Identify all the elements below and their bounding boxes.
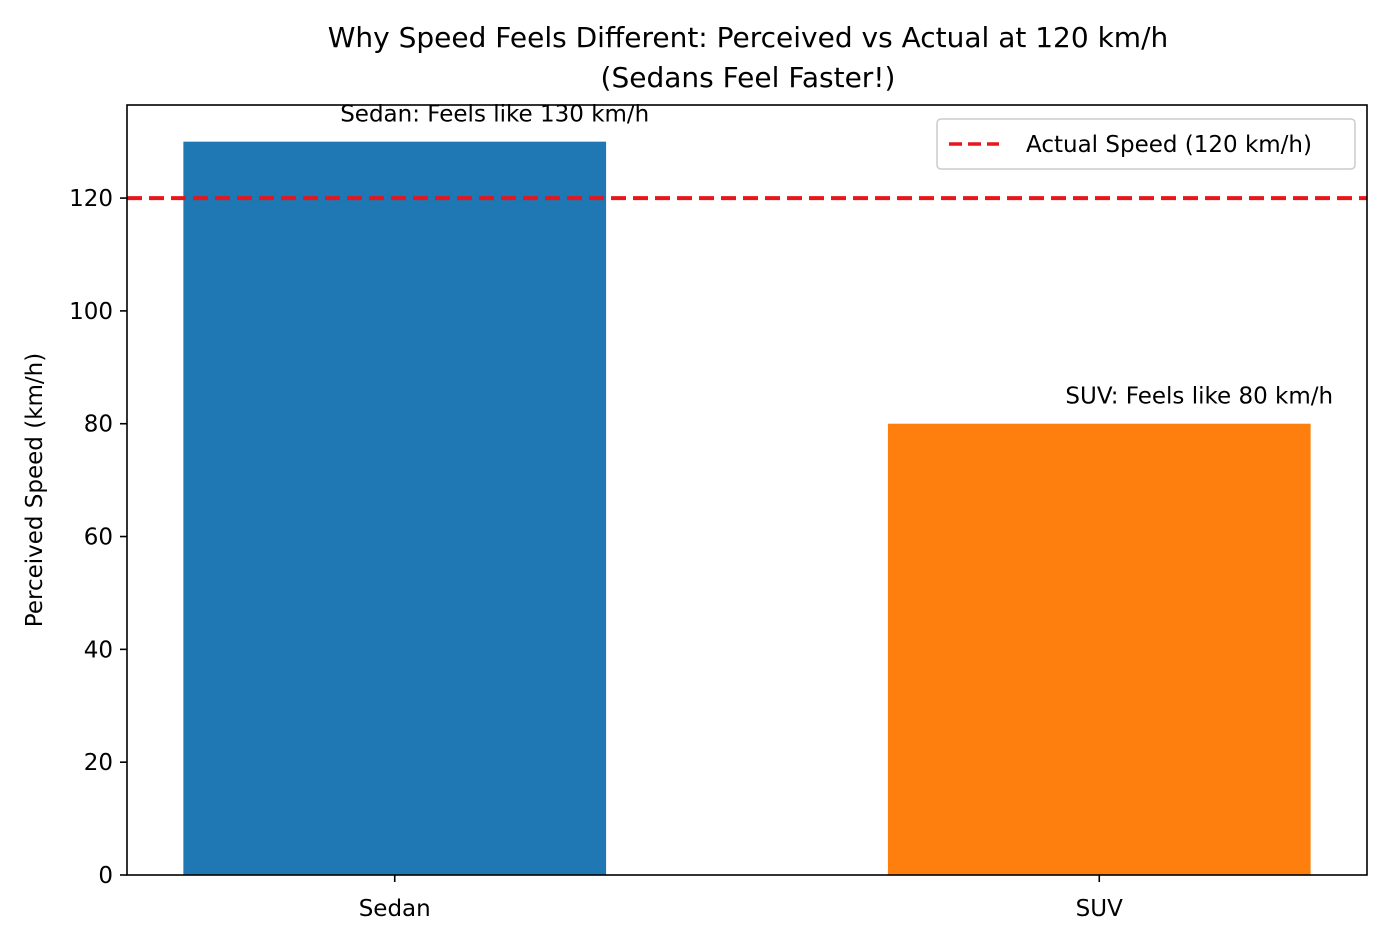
y-axis: 0 20 40 60 80 100 120 xyxy=(69,186,127,889)
bar-suv xyxy=(887,423,1311,875)
x-axis: Sedan SUV xyxy=(359,875,1123,922)
legend: Actual Speed (120 km/h) xyxy=(936,118,1356,170)
bar-sedan xyxy=(183,141,607,875)
chart-title-line-1: Why Speed Feels Different: Perceived vs … xyxy=(328,21,1169,54)
y-tick-label-0: 0 xyxy=(98,863,113,889)
y-tick-label-100: 100 xyxy=(69,299,113,325)
y-tick-label-80: 80 xyxy=(84,412,113,438)
bars-layer xyxy=(183,141,1311,875)
plot-area-frame xyxy=(126,104,1368,876)
y-tick-label-20: 20 xyxy=(84,750,113,776)
legend-box xyxy=(936,118,1356,170)
bar-label-suv: SUV: Feels like 80 km/h xyxy=(1065,384,1333,410)
x-tick-label-suv: SUV xyxy=(1076,896,1123,922)
bar-labels-layer: Sedan: Feels like 130 km/h SUV: Feels lik… xyxy=(340,101,1333,409)
legend-label-actual-speed: Actual Speed (120 km/h) xyxy=(1026,132,1312,158)
y-tick-label-60: 60 xyxy=(84,525,113,551)
y-tick-label-40: 40 xyxy=(84,637,113,663)
bar-label-sedan: Sedan: Feels like 130 km/h xyxy=(340,101,649,127)
y-axis-label: Perceived Speed (km/h) xyxy=(22,353,48,627)
y-tick-label-120: 120 xyxy=(69,186,113,212)
x-tick-label-sedan: Sedan xyxy=(359,896,431,922)
chart-title-line-2: (Sedans Feel Faster!) xyxy=(601,61,896,94)
